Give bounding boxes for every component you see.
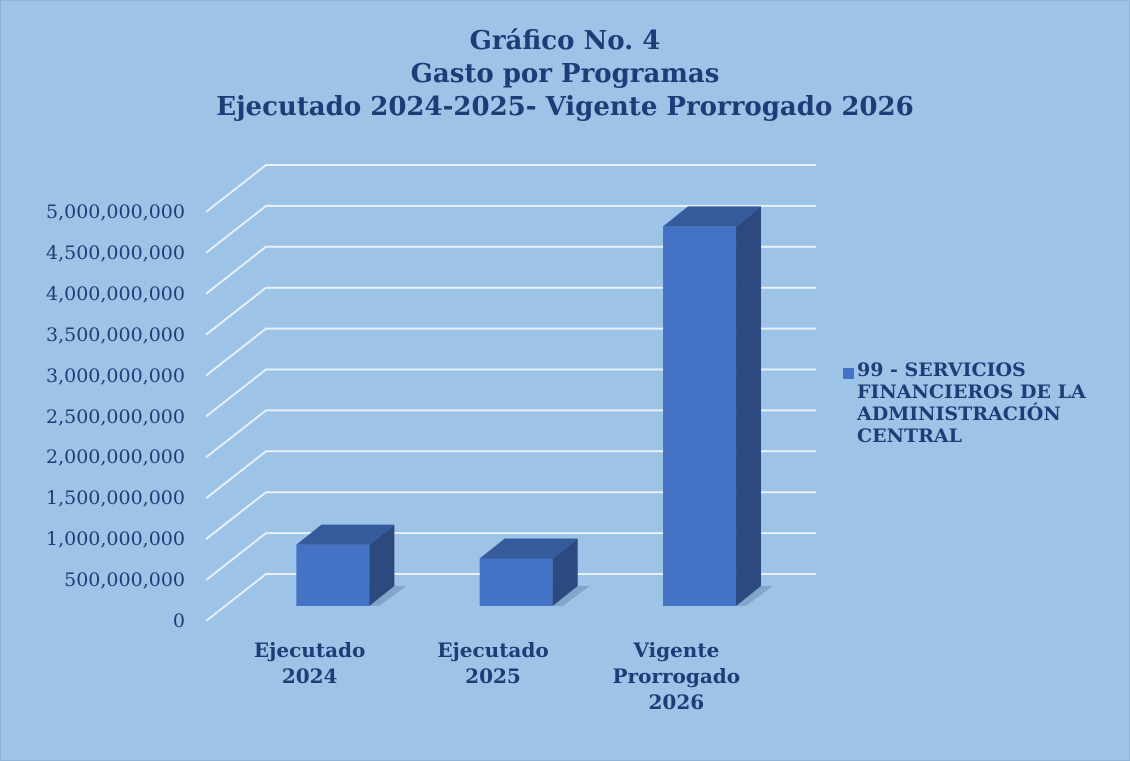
- grid-line: [205, 164, 816, 213]
- chart-title: Gráfico No. 4: [469, 26, 661, 56]
- grid-line: [205, 450, 816, 500]
- y-tick-label: 3,500,000,000: [45, 323, 185, 346]
- x-tick-label: Ejecutado 2024: [253, 638, 366, 688]
- y-tick-label: 4,500,000,000: [45, 241, 185, 264]
- y-tick-label: 1,000,000,000: [45, 528, 185, 551]
- bar: [296, 524, 407, 606]
- bar-top: [296, 524, 395, 545]
- y-tick-label: 2,000,000,000: [45, 446, 185, 469]
- chart-title: Ejecutado 2024-2025- Vigente Prorrogado …: [216, 92, 914, 122]
- y-tick-label: 3,000,000,000: [45, 364, 185, 387]
- grid-line: [205, 491, 816, 540]
- bar-side: [736, 206, 762, 606]
- grid-line: [205, 532, 816, 581]
- legend-swatch: [843, 368, 854, 379]
- bar-side: [369, 524, 395, 606]
- bar-side: [552, 538, 578, 606]
- grid-line: [205, 368, 816, 418]
- bar-top: [479, 538, 578, 559]
- x-tick-label: Vigente Prorrogado 2026: [612, 638, 741, 714]
- legend-label: 99 - SERVICIOS FINANCIEROS DE LA ADMINIS…: [857, 359, 1086, 447]
- grid-line: [205, 204, 816, 254]
- bar: [663, 206, 774, 606]
- bar-front: [663, 226, 737, 606]
- grid-line: [205, 409, 816, 459]
- grid-line: [205, 573, 816, 622]
- y-tick-label: 5,000,000,000: [45, 201, 185, 223]
- y-tick-label: 500,000,000: [64, 569, 185, 592]
- y-tick-label: 4,000,000,000: [45, 282, 185, 305]
- bar: [479, 538, 590, 606]
- y-tick-label: 0: [172, 610, 185, 632]
- y-tick-label: 1,500,000,000: [45, 487, 185, 510]
- chart-title: Gasto por Programas: [410, 59, 720, 89]
- grid-line: [205, 286, 816, 336]
- bar-front: [296, 544, 370, 606]
- x-tick-label: Ejecutado 2025: [437, 638, 549, 688]
- y-tick-label: 2,500,000,000: [45, 405, 185, 428]
- grid-line: [205, 327, 816, 377]
- bar-front: [479, 558, 553, 606]
- bar-top: [663, 206, 762, 227]
- grid-line: [205, 245, 816, 295]
